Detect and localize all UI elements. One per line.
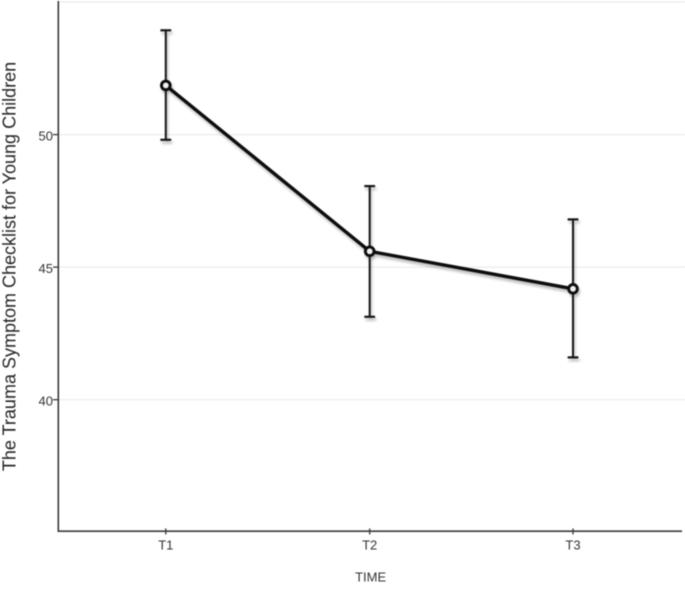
svg-text:TIME: TIME bbox=[355, 570, 386, 585]
svg-text:40: 40 bbox=[39, 393, 53, 408]
svg-text:T2: T2 bbox=[362, 537, 377, 552]
svg-text:T3: T3 bbox=[565, 537, 580, 552]
svg-text:50: 50 bbox=[39, 128, 53, 143]
svg-text:The Trauma Symptom Checklist f: The Trauma Symptom Checklist for Young C… bbox=[0, 62, 19, 471]
svg-text:T1: T1 bbox=[158, 537, 173, 552]
svg-text:45: 45 bbox=[39, 261, 53, 276]
